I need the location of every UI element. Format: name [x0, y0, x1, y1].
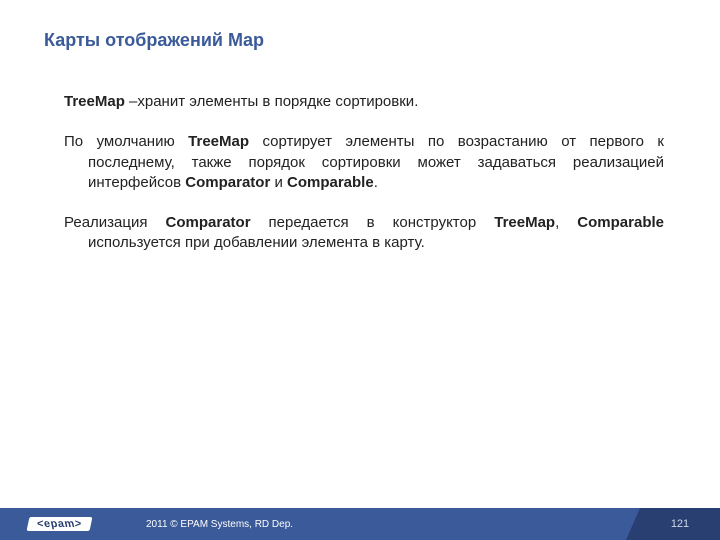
slide-content: TreeMap –хранит элементы в порядке сорти… [64, 92, 664, 274]
epam-logo-icon: <epam> [26, 517, 92, 531]
bold-text: TreeMap [188, 133, 249, 150]
bold-text: Comparator [185, 174, 270, 191]
slide-title-text: Карты отображений Map [44, 30, 264, 50]
body-text: Реализация [64, 214, 166, 231]
paragraph: По умолчанию TreeMap сортирует элементы … [64, 132, 664, 193]
body-text: По умолчанию [64, 133, 188, 150]
paragraph: TreeMap –хранит элементы в порядке сорти… [64, 92, 664, 112]
footer-logo-block: <epam> [0, 508, 118, 540]
slide-root: Карты отображений Map TreeMap –хранит эл… [0, 0, 720, 540]
body-text: используется при добавлении элемента в к… [88, 234, 425, 251]
slide-title: Карты отображений Map [44, 30, 684, 51]
bold-text: Comparable [287, 174, 374, 191]
page-number: 121 [671, 518, 689, 530]
body-text: , [555, 214, 577, 231]
footer-page-block: 121 [640, 508, 720, 540]
footer-copyright-block: 2011 © EPAM Systems, RD Dep. [118, 508, 626, 540]
body-text: . [374, 174, 378, 191]
bold-text: TreeMap [494, 214, 555, 231]
body-text: –хранит элементы в порядке сортировки. [125, 93, 419, 110]
footer-copyright: 2011 © EPAM Systems, RD Dep. [146, 519, 293, 530]
paragraph: Реализация Comparator передается в конст… [64, 213, 664, 254]
body-text: передается в конструктор [251, 214, 495, 231]
bold-text: Comparator [166, 214, 251, 231]
footer-bar: <epam> 2011 © EPAM Systems, RD Dep. 121 [0, 508, 720, 540]
body-text: и [270, 174, 287, 191]
bold-text: Comparable [577, 214, 664, 231]
footer-divider [626, 508, 640, 540]
bold-text: TreeMap [64, 93, 125, 110]
